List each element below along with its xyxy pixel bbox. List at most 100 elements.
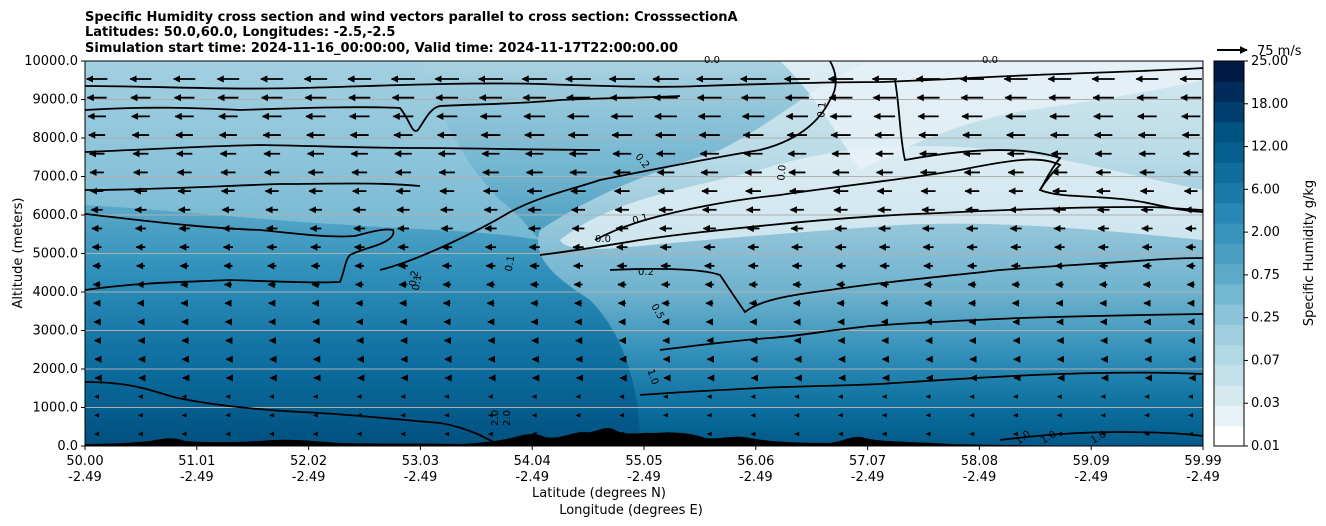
wind-vector — [1056, 413, 1062, 418]
wind-vector — [269, 431, 275, 437]
chart-title-line-2: Latitudes: 50.0,60.0, Longitudes: -2.5,-… — [85, 25, 395, 40]
wind-vector — [444, 394, 450, 399]
x-axis: 50.00-2.4951.01-2.4952.02-2.4953.03-2.49… — [66, 446, 1222, 485]
wind-vector — [1188, 413, 1193, 418]
wind-vector — [400, 413, 406, 418]
x-tick-label-lat: 54.04 — [514, 454, 551, 469]
wind-vector — [925, 431, 931, 437]
x-tick-label-lon: -2.49 — [515, 470, 549, 485]
colorbar-segment — [1214, 162, 1244, 184]
colorbar-segment — [1214, 243, 1244, 265]
wind-vectors — [85, 75, 1202, 437]
colorbar-tick-label: 0.25 — [1251, 311, 1280, 326]
contour-line — [85, 144, 601, 153]
wind-vector — [837, 413, 843, 418]
wind-vector — [94, 431, 99, 437]
wind-vector — [225, 394, 231, 399]
colorbar-tick-label: 0.75 — [1251, 268, 1280, 283]
colorbar-segment — [1214, 324, 1244, 346]
x-tick-label-lat: 50.00 — [66, 454, 103, 469]
colorbar-segment — [1214, 263, 1244, 285]
colorbar-segment — [1214, 202, 1244, 224]
y-tick-label: 8000.0 — [33, 131, 79, 146]
wind-vector — [706, 413, 712, 418]
y-tick-label: 6000.0 — [33, 208, 79, 223]
wind-vector — [356, 413, 362, 418]
chart-title-line-1: Specific Humidity cross section and wind… — [85, 10, 738, 25]
colorbar-segment — [1214, 81, 1244, 103]
colorbar-segment — [1214, 223, 1244, 244]
x-tick-label-lat: 53.03 — [402, 454, 439, 469]
wind-vector — [225, 431, 231, 437]
wind-vector — [1188, 394, 1193, 399]
wind-vector — [619, 413, 625, 418]
wind-vector — [531, 394, 537, 399]
horizontal-grid — [85, 99, 1203, 408]
wind-vector — [137, 431, 143, 437]
wind-vector — [444, 413, 450, 418]
x-tick-label-lon: -2.49 — [180, 470, 214, 485]
y-axis-label: Altitude (meters) — [11, 198, 26, 309]
colorbar-segment — [1214, 344, 1244, 366]
wind-vector — [137, 413, 143, 418]
wind-vector — [1012, 413, 1018, 418]
colorbar-tick-label: 0.07 — [1251, 353, 1280, 368]
wind-vector — [881, 431, 887, 437]
humidity-dry-tongue — [560, 146, 1203, 250]
colorbar-tick-label: 0.01 — [1251, 439, 1280, 454]
wind-vector — [487, 413, 493, 418]
colorbar-label: Specific Humidity g/kg — [1302, 180, 1317, 326]
wind-vector — [662, 394, 668, 399]
x-tick-label-lat: 59.09 — [1073, 454, 1110, 469]
x-tick-label-lat: 59.99 — [1184, 454, 1221, 469]
x-axis-label-latitude: Latitude (degrees N) — [532, 486, 666, 501]
wind-vector — [794, 431, 800, 437]
wind-vector — [356, 394, 362, 399]
contour-line — [594, 158, 1203, 241]
wind-vector — [487, 394, 493, 399]
wind-vector — [662, 413, 668, 418]
colorbar-segment — [1214, 121, 1244, 143]
y-tick-label: 0.0 — [57, 439, 78, 454]
y-tick-label: 10000.0 — [24, 54, 78, 69]
contour-line — [539, 206, 1203, 256]
colorbar-segment — [1214, 304, 1244, 325]
wind-vector — [444, 431, 450, 437]
contour-line — [85, 381, 501, 446]
wind-vector — [837, 394, 843, 399]
wind-vector — [1144, 394, 1150, 399]
colorbar-segment — [1214, 61, 1244, 82]
wind-vector — [1144, 413, 1150, 418]
wind-vector — [94, 394, 99, 399]
wind-vector — [969, 394, 975, 399]
contour-line — [999, 431, 1203, 441]
wind-vector — [1012, 394, 1018, 399]
x-tick-label-lon: -2.49 — [1186, 470, 1220, 485]
wind-vector — [137, 394, 143, 399]
wind-vector — [487, 431, 493, 437]
colorbar-tick-label: 12.00 — [1251, 140, 1288, 155]
contour-label: 2.0 — [490, 410, 501, 426]
wind-vector — [1100, 413, 1106, 418]
wind-vector — [312, 394, 318, 399]
x-tick-label-lat: 51.01 — [178, 454, 215, 469]
chart-title-line-3: Simulation start time: 2024-11-16_00:00:… — [85, 41, 678, 56]
wind-vector — [575, 413, 581, 418]
contour-line — [85, 213, 395, 291]
contour-label: 0.1 — [504, 255, 518, 273]
x-tick-label-lon: -2.49 — [404, 470, 438, 485]
colorbar-tick-label: 18.00 — [1251, 97, 1288, 112]
colorbar-tick-label: 2.00 — [1251, 225, 1280, 240]
wind-vector — [619, 394, 625, 399]
wind-vector — [225, 413, 231, 418]
x-tick-label-lon: -2.49 — [963, 470, 997, 485]
y-tick-label: 5000.0 — [33, 247, 79, 262]
y-tick-label: 2000.0 — [33, 362, 79, 377]
x-tick-label-lon: -2.49 — [1074, 470, 1108, 485]
colorbar-segment — [1214, 142, 1244, 163]
wind-vector — [750, 413, 756, 418]
colorbar-segment — [1214, 283, 1244, 305]
contour-line — [894, 79, 1062, 191]
wind-vector — [181, 394, 187, 399]
wind-vector — [400, 431, 406, 437]
